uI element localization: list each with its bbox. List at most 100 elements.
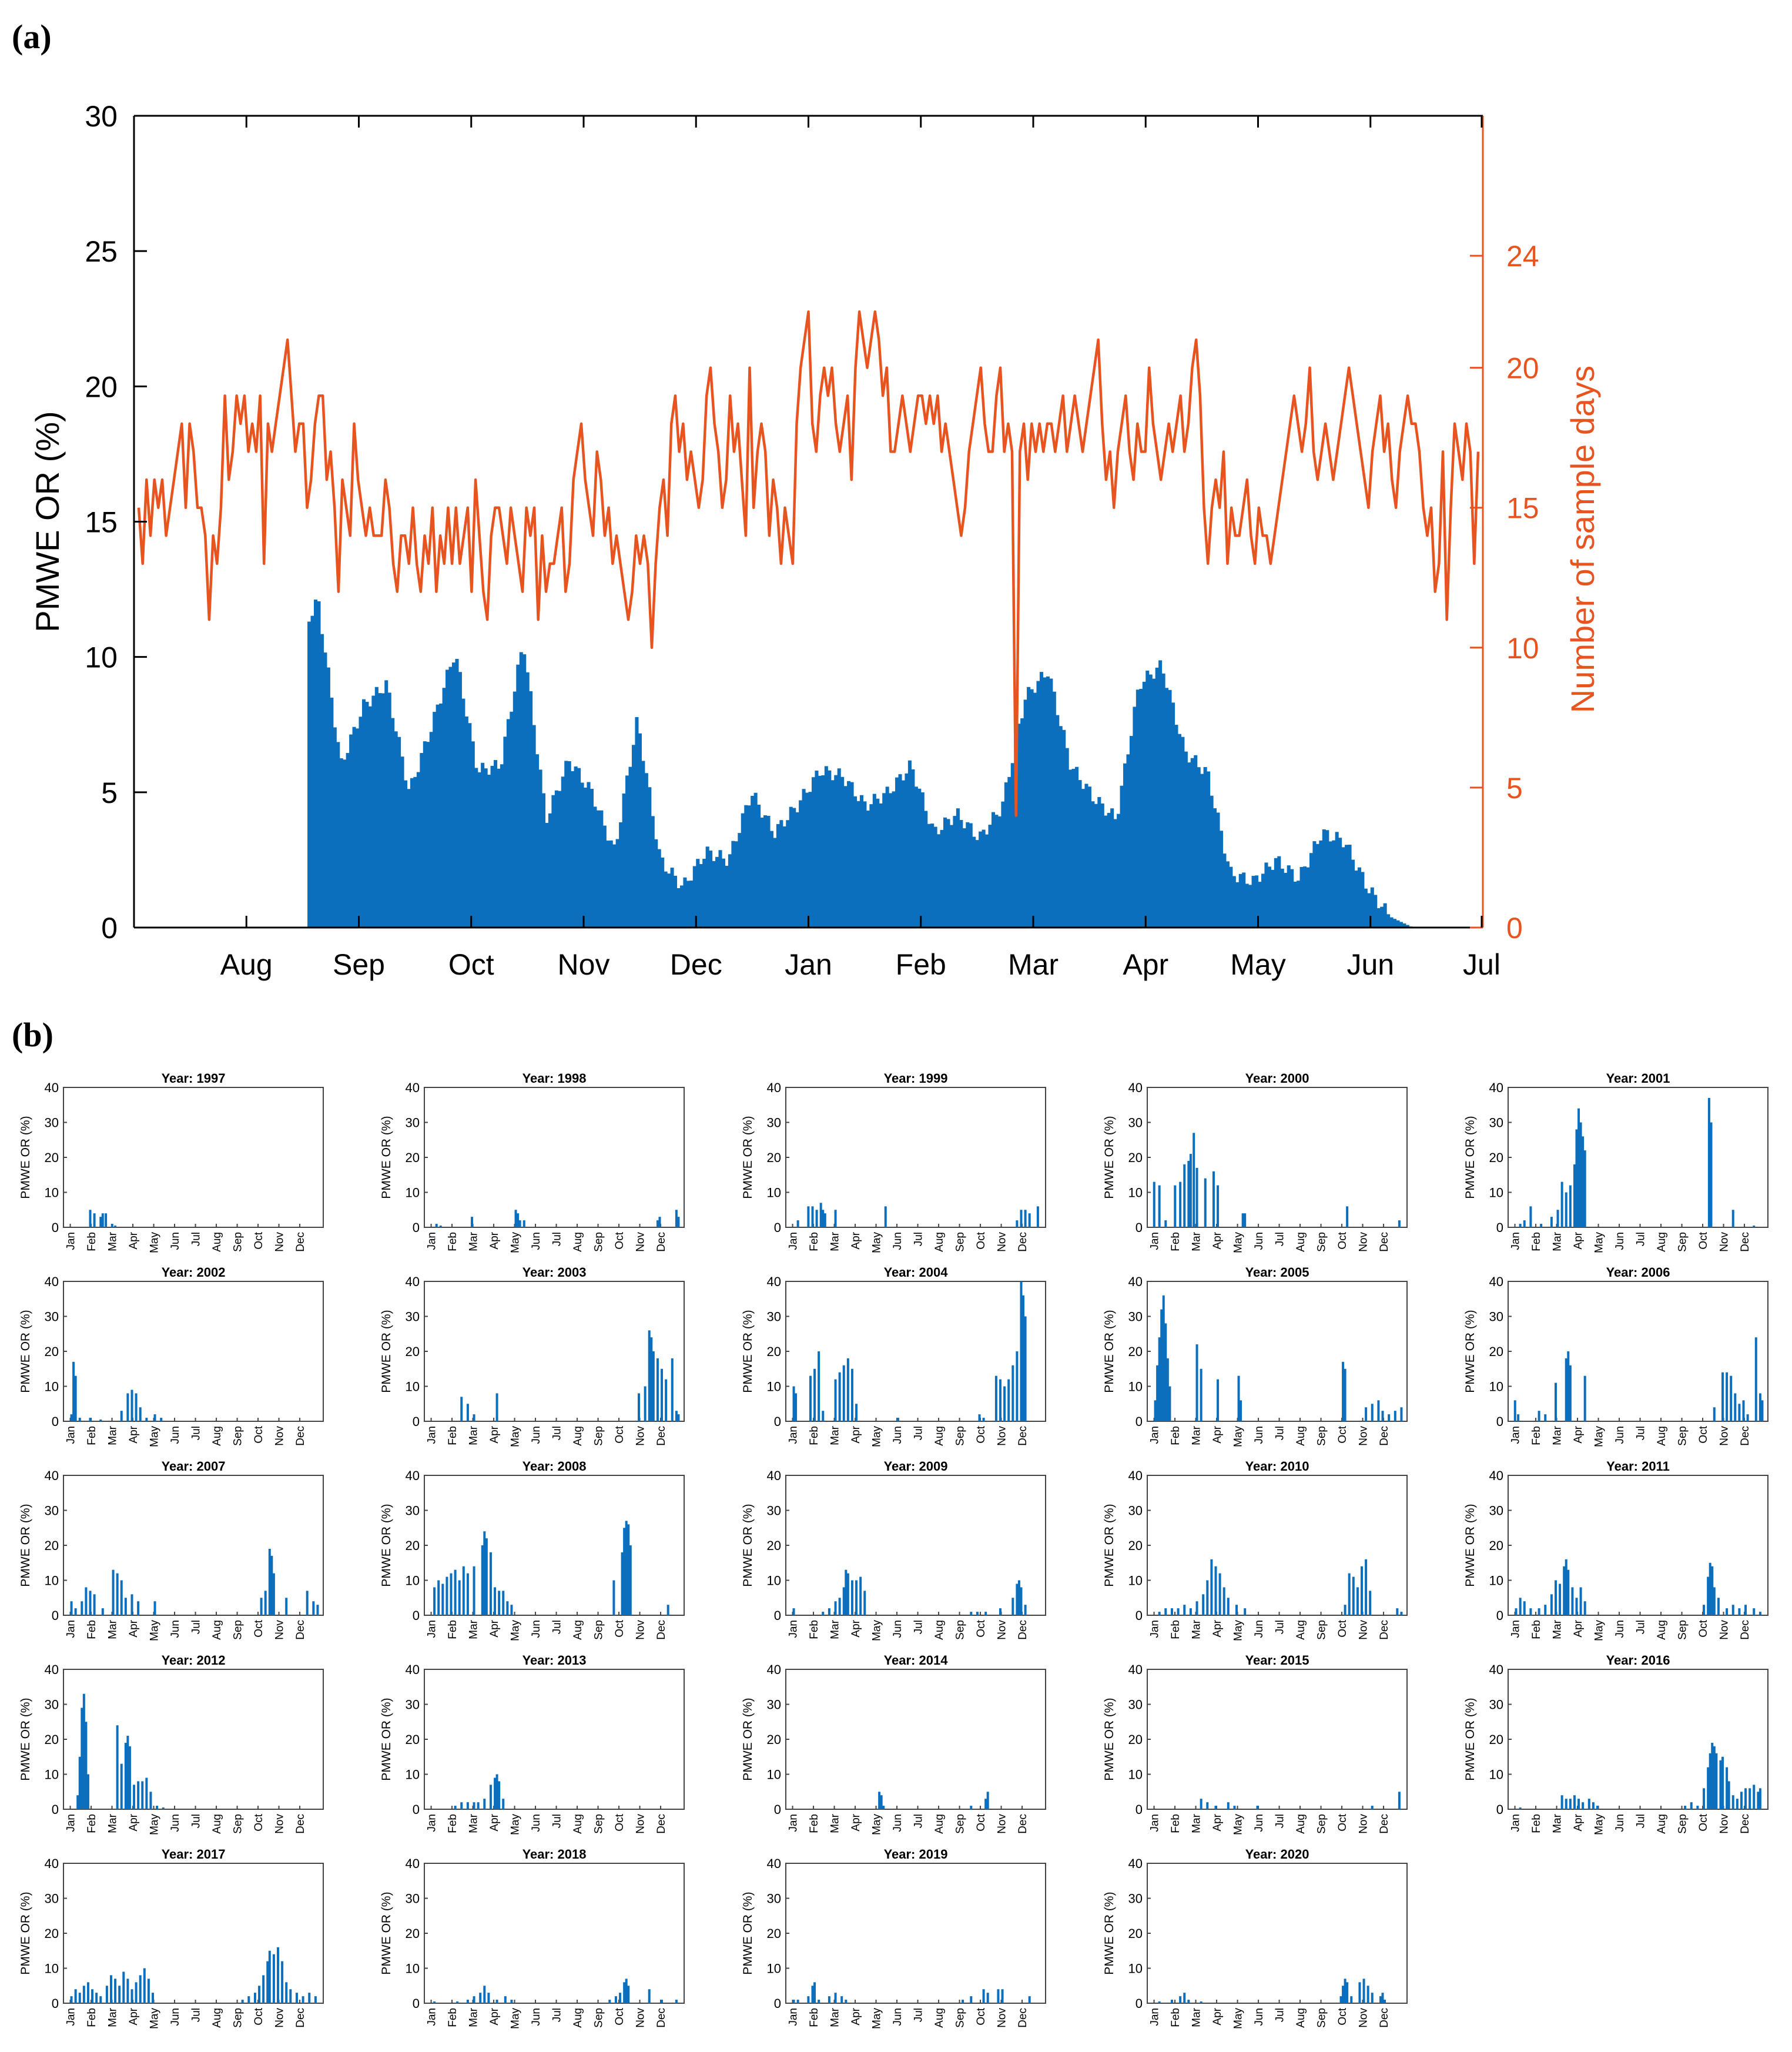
subplot-xtick-label: Apr: [128, 1813, 140, 1831]
panel-a-bar: [1309, 853, 1313, 928]
subplot-xtick-label: Feb: [86, 1232, 98, 1251]
subplot-bar: [1007, 1379, 1010, 1421]
panel-a-bar: [343, 759, 347, 928]
subplot-bar: [842, 1587, 845, 1615]
subplot-bar: [1579, 1122, 1582, 1227]
subplot-bar: [1028, 1996, 1031, 2003]
subplot-xtick-label: Jun: [892, 1814, 904, 1832]
subplot-ylabel: PMWE OR (%): [1463, 1698, 1477, 1780]
subplot-bar: [153, 1414, 156, 1421]
subplot-bar: [1162, 1295, 1165, 1421]
panel-a-bar: [1033, 692, 1037, 928]
subplot-bar: [1164, 1323, 1167, 1421]
subplot-xtick-label: Oct: [253, 2007, 265, 2025]
panel-a-xtick-label: Mar: [1008, 948, 1059, 981]
panel-a-bar: [1174, 725, 1178, 928]
subplot-xtick-label: Dec: [1739, 1232, 1751, 1252]
panel-a-bar: [631, 745, 636, 928]
subplot-xtick-label: May: [871, 1620, 883, 1641]
panel-a-bar: [506, 719, 510, 928]
subplot-ytick-label: 40: [1128, 1662, 1143, 1677]
subplot-bar: [1517, 1414, 1520, 1421]
panel-a-bar: [940, 829, 944, 928]
subplot-bar: [1024, 1316, 1027, 1421]
panel-a-bar: [602, 825, 607, 928]
panel-a-bar: [1120, 785, 1124, 928]
panel-a-bar: [532, 725, 536, 928]
subplot-bar: [838, 1372, 841, 1421]
subplot-bar: [1212, 1171, 1215, 1227]
subplot-bar: [1222, 1587, 1225, 1615]
panel-a-bar: [1190, 758, 1194, 928]
subplot-ytick-label: 30: [406, 1116, 420, 1130]
subplot-xtick-label: Oct: [1337, 1813, 1349, 1831]
subplot-bar: [1348, 1573, 1351, 1615]
panel-a-bar: [548, 813, 552, 928]
panel-a-bar: [1328, 841, 1332, 928]
panel-a-bar: [721, 858, 726, 928]
subplot-bar: [502, 1591, 505, 1615]
panel-a-bar: [1242, 872, 1246, 928]
subplot-bar: [272, 1573, 275, 1615]
subplot-ylabel: PMWE OR (%): [1103, 1698, 1116, 1780]
subplot-bar: [120, 1411, 123, 1421]
subplot-xtick-label: Jan: [65, 1232, 78, 1250]
subplot-ytick-label: 40: [406, 1662, 420, 1677]
subplot-bar: [1736, 1799, 1739, 1809]
panel-a-bar: [661, 857, 665, 928]
subplot-xtick-label: Dec: [294, 1232, 307, 1252]
subplot-bar: [1218, 1573, 1221, 1615]
panel-a-bar: [446, 670, 450, 928]
subplot-frame: [424, 1863, 685, 2004]
panel-a-bar: [477, 772, 481, 928]
subplot-xtick-label: Aug: [933, 1426, 946, 1446]
subplot-xtick-label: Apr: [850, 1619, 862, 1637]
panel-a-bar: [751, 795, 755, 928]
subplot-bar: [822, 1612, 825, 1615]
panel-a-bar: [1027, 687, 1031, 928]
subplot-xtick-label: May: [510, 1232, 522, 1253]
panel-a-bar: [371, 695, 376, 928]
subplot-ylabel: PMWE OR (%): [19, 1116, 32, 1199]
panel-a-bar: [648, 787, 652, 928]
subplot-bar: [1569, 1365, 1572, 1421]
panel-a-bar: [494, 760, 498, 928]
panel-a-bar: [326, 667, 330, 928]
subplot-xtick-label: Oct: [1697, 1231, 1710, 1249]
panel-a-bar: [1078, 780, 1082, 928]
subplot-ytick-label: 20: [45, 1732, 59, 1747]
panel-a-bar: [876, 798, 880, 928]
subplot-bar: [1592, 1802, 1595, 1809]
panel-a-bar: [1203, 766, 1207, 928]
subplot-xtick-label: Jan: [426, 2008, 438, 2026]
panel-a-ylabel-left: PMWE OR (%): [29, 411, 66, 632]
subplot-xtick-label: Sep: [1316, 2008, 1328, 2028]
panel-a-bar: [596, 810, 600, 928]
subplot-bar: [483, 1986, 486, 2003]
subplot-bar: [1206, 1580, 1209, 1615]
subplot-ytick-label: 0: [413, 1220, 420, 1235]
panel-a-bar: [982, 829, 986, 928]
subplot-xtick-label: Jul: [551, 1620, 564, 1634]
subplot-bar: [627, 1986, 630, 2003]
subplot-2017: Year: 2017 0 10 20 30 40 PMWE OR (%) Jan Feb Mar A…: [19, 1847, 324, 2029]
subplot-bar: [78, 1418, 81, 1421]
subplot-frame: [1147, 1281, 1408, 1422]
subplot-bar: [1715, 1753, 1718, 1809]
subplot-bar: [859, 1576, 862, 1615]
subplot-bar: [156, 1806, 159, 1809]
subplot-bar: [130, 1390, 133, 1421]
subplot-xtick-label: May: [1232, 1620, 1245, 1641]
subplot-ytick-label: 40: [767, 1468, 781, 1483]
subplot-xtick-label: Apr: [850, 1813, 862, 1831]
subplot-xtick-label: Feb: [1530, 1232, 1543, 1251]
subplot-bar: [818, 2000, 820, 2003]
panel-a-bar: [1322, 829, 1326, 928]
panel-a-bar: [359, 717, 363, 928]
panel-a-bar: [535, 754, 540, 928]
panel-a-bar: [837, 768, 841, 928]
subplot-bar: [458, 1580, 461, 1615]
subplot-bar: [1350, 1996, 1353, 2003]
subplot-bar: [813, 1982, 816, 2003]
panel-a-bar: [898, 774, 902, 928]
